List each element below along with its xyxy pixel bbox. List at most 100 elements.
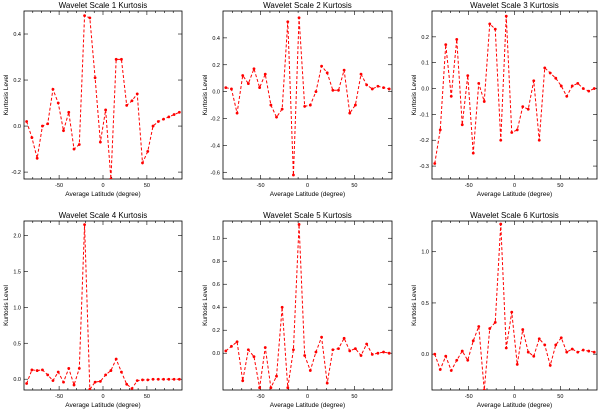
plot-frame: [431, 10, 598, 180]
data-point: [438, 368, 442, 371]
x-axis-label: Average Latitude (degree): [270, 191, 345, 198]
data-point: [72, 383, 76, 387]
data-point: [297, 16, 301, 20]
data-point: [292, 348, 295, 352]
data-point: [499, 138, 503, 142]
chart-title: Wavelet Scale 6 Kurtosis: [470, 211, 559, 220]
data-point: [370, 87, 374, 91]
data-point: [348, 349, 352, 353]
data-point: [30, 136, 34, 139]
data-point: [109, 369, 113, 372]
data-point: [554, 76, 558, 80]
data-point: [587, 89, 591, 93]
data-point: [275, 374, 278, 378]
y-tick-label: -0.6: [211, 170, 220, 176]
data-point: [504, 14, 508, 18]
data-point: [455, 358, 459, 362]
data-point: [521, 328, 525, 331]
data-point: [382, 350, 385, 354]
data-point: [162, 377, 165, 381]
data-point: [224, 86, 228, 90]
data-point: [252, 355, 256, 359]
data-point: [35, 156, 39, 160]
y-axis-label: Kurtosis Level: [3, 285, 10, 326]
data-point: [104, 373, 108, 377]
plot-frame: [431, 220, 598, 391]
data-point: [532, 79, 536, 83]
data-point: [230, 87, 233, 91]
data-point: [482, 100, 486, 103]
data-point: [235, 111, 239, 115]
data-point: [303, 354, 307, 357]
x-tick-label: 0: [101, 394, 104, 400]
data-point: [554, 343, 558, 347]
chart-title: Wavelet Scale 5 Kurtosis: [263, 211, 352, 220]
data-point: [258, 386, 262, 390]
data-point: [504, 346, 508, 350]
x-tick-label: 0: [306, 394, 309, 400]
plot-frame: [23, 220, 183, 391]
x-tick-label: -50: [465, 394, 473, 400]
data-point: [77, 143, 81, 146]
chart-title: Wavelet Scale 4 Kurtosis: [59, 211, 148, 220]
data-point: [337, 88, 340, 92]
x-tick-label: 50: [144, 394, 150, 400]
data-point: [46, 122, 50, 126]
data-point: [543, 343, 547, 347]
data-point: [581, 87, 585, 90]
data-point: [359, 72, 363, 76]
data-point: [252, 67, 256, 71]
chart-title: Wavelet Scale 3 Kurtosis: [470, 1, 559, 10]
data-point: [576, 81, 580, 85]
data-point: [135, 92, 139, 96]
data-point: [51, 87, 55, 91]
data-point: [286, 20, 290, 24]
data-point: [269, 386, 273, 390]
data-point: [246, 348, 250, 352]
y-tick-label: 1.0: [421, 250, 429, 256]
y-axis-label: Kurtosis Level: [411, 74, 418, 115]
data-point: [30, 368, 34, 372]
series-line: [225, 224, 390, 390]
x-axis-label: Average Latitude (degree): [477, 191, 552, 198]
data-point: [466, 74, 470, 78]
data-point: [548, 71, 552, 75]
y-tick-label: 2.0: [13, 233, 21, 239]
data-point: [449, 94, 453, 98]
series-line: [225, 17, 390, 175]
data-point: [565, 94, 569, 98]
y-tick-label: 0.0: [13, 377, 21, 383]
data-point: [382, 86, 385, 90]
data-point: [308, 369, 312, 372]
y-tick-label: -0.4: [211, 143, 220, 149]
data-point: [370, 352, 374, 356]
data-point: [510, 310, 514, 314]
data-point: [146, 149, 150, 153]
y-tick-label: 0.4: [212, 305, 220, 311]
data-point: [167, 377, 171, 381]
data-point: [130, 99, 134, 103]
y-tick-label: 1.0: [212, 236, 220, 242]
data-point: [314, 90, 318, 94]
data-point: [263, 72, 267, 76]
chart-title: Wavelet Scale 1 Kurtosis: [59, 1, 148, 10]
x-tick-label: 50: [144, 183, 150, 189]
x-tick-label: 0: [513, 394, 516, 400]
plot-frame: [222, 10, 393, 180]
data-point: [565, 350, 569, 354]
data-point: [67, 110, 71, 114]
y-tick-label: 0.0: [421, 87, 429, 93]
y-tick-label: -0.1: [420, 112, 429, 118]
data-point: [320, 64, 323, 68]
data-point: [376, 84, 380, 88]
data-point: [526, 350, 530, 354]
x-tick-label: 50: [351, 183, 357, 189]
data-point: [526, 107, 530, 111]
data-point: [548, 364, 552, 367]
x-tick-label: 0: [513, 183, 516, 189]
data-point: [342, 68, 346, 72]
plot-data: [224, 16, 391, 177]
data-point: [280, 305, 284, 309]
y-tick-label: 0.2: [421, 35, 429, 41]
